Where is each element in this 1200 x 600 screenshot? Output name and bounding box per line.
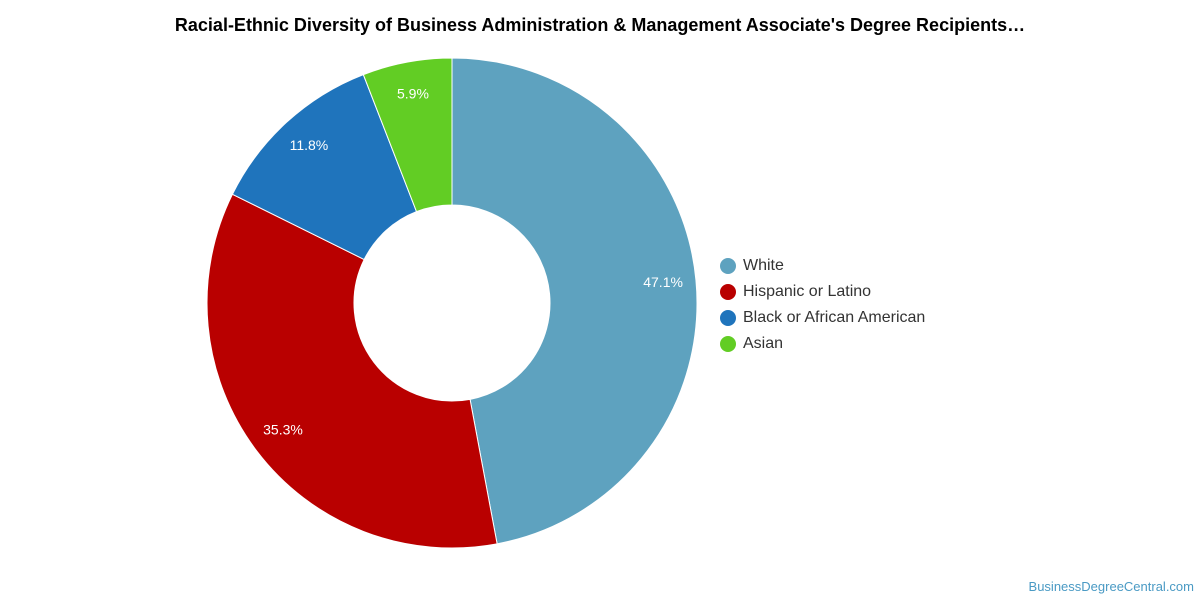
legend-swatch-icon	[720, 284, 736, 300]
slice-black-or-african-american[interactable]	[231, 73, 418, 261]
legend-item-hispanic-or-latino[interactable]: Hispanic or Latino	[720, 279, 925, 305]
slice-label-hispanic-or-latino: 35.3%	[263, 422, 303, 438]
source-watermark[interactable]: BusinessDegreeCentral.com	[1028, 579, 1194, 594]
slice-label-black-or-african-american: 11.8%	[290, 137, 329, 153]
slice-white[interactable]	[451, 57, 698, 545]
legend-item-white[interactable]: White	[720, 253, 925, 279]
slice-asian[interactable]	[362, 57, 453, 213]
legend-label: Hispanic or Latino	[743, 283, 872, 300]
slice-label-asian: 5.9%	[397, 85, 429, 101]
slice-label-white: 47.1%	[643, 274, 683, 290]
legend-swatch-icon	[720, 310, 736, 326]
legend-item-asian[interactable]: Asian	[720, 331, 925, 357]
legend-label: Asian	[743, 335, 784, 352]
legend-swatch-icon	[720, 336, 736, 352]
chart-legend: White Hispanic or Latino Black or African …	[720, 253, 925, 357]
legend-label: Black or African American	[743, 309, 926, 326]
legend-swatch-icon	[720, 258, 736, 274]
chart-title: Racial-Ethnic Diversity of Business Admi…	[174, 15, 1026, 35]
legend-item-black-or-african-american[interactable]: Black or African American	[720, 305, 925, 331]
slice-hispanic-or-latino[interactable]	[206, 193, 498, 549]
legend-label: White	[743, 257, 784, 274]
